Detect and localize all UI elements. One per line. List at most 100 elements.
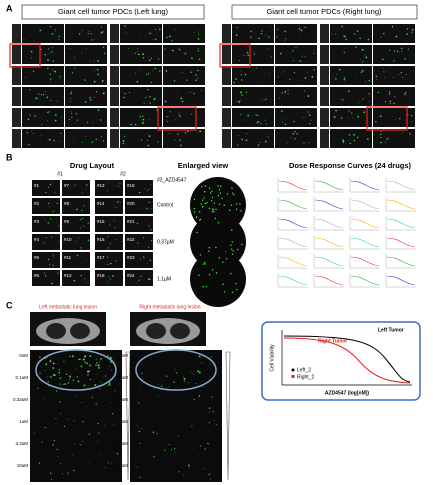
cell-dot bbox=[115, 239, 117, 241]
cell-dot bbox=[47, 67, 49, 70]
cell-dot bbox=[153, 97, 156, 100]
cell-dot bbox=[365, 56, 368, 59]
cell-dot bbox=[209, 192, 212, 194]
cell-dot bbox=[144, 188, 146, 189]
cell-dot bbox=[202, 386, 204, 388]
cell-dot bbox=[95, 138, 98, 141]
well-image bbox=[373, 24, 415, 43]
well-image bbox=[330, 87, 372, 106]
cell-dot bbox=[136, 222, 139, 225]
well-image bbox=[330, 129, 372, 148]
cell-dot bbox=[40, 94, 43, 96]
cell-dot bbox=[215, 208, 217, 211]
panel-label: C bbox=[6, 300, 13, 310]
cell-dot bbox=[150, 208, 152, 210]
cell-dot bbox=[290, 137, 292, 139]
cell-dot bbox=[87, 33, 89, 35]
cell-dot bbox=[71, 91, 73, 93]
cell-dot bbox=[240, 114, 242, 116]
cell-dot bbox=[180, 144, 182, 147]
well-label: #16 bbox=[97, 237, 105, 242]
cell-dot bbox=[313, 49, 315, 51]
cell-dot bbox=[105, 467, 107, 468]
well-label: #1 bbox=[34, 183, 40, 188]
cell-dot bbox=[87, 239, 90, 242]
cell-dot bbox=[379, 133, 382, 136]
well-label: #9 bbox=[64, 219, 70, 224]
cell-dot bbox=[377, 91, 380, 94]
thumb-curve bbox=[278, 218, 308, 229]
well-image bbox=[120, 108, 162, 127]
cell-dot bbox=[401, 50, 403, 52]
cell-dot bbox=[238, 60, 241, 62]
cell-dot bbox=[82, 358, 85, 361]
cell-dot bbox=[134, 123, 137, 126]
cell-dot bbox=[115, 207, 117, 209]
cell-dot bbox=[117, 201, 119, 203]
well-stack bbox=[30, 350, 122, 482]
cell-dot bbox=[75, 112, 78, 115]
cell-dot bbox=[70, 101, 72, 103]
cell-dot bbox=[137, 242, 139, 244]
cell-dot bbox=[59, 75, 61, 77]
cell-dot bbox=[269, 26, 271, 27]
thumb-axis bbox=[313, 235, 344, 250]
cell-dot bbox=[179, 115, 181, 118]
cell-dot bbox=[87, 222, 89, 224]
cell-dot bbox=[27, 118, 30, 121]
cell-dot bbox=[398, 73, 400, 75]
cell-dot bbox=[130, 123, 132, 126]
cell-dot bbox=[78, 358, 80, 361]
cell-dot bbox=[86, 264, 87, 266]
cell-dot bbox=[193, 92, 195, 95]
cell-dot bbox=[198, 31, 199, 33]
well bbox=[32, 252, 60, 268]
cell-dot bbox=[52, 69, 54, 71]
cell-dot bbox=[188, 382, 190, 384]
cell-dot bbox=[268, 73, 270, 75]
cell-dot bbox=[85, 48, 87, 50]
cell-dot bbox=[124, 31, 126, 33]
cell-dot bbox=[212, 209, 214, 211]
section-title: Enlarged view bbox=[178, 161, 229, 170]
cell-dot bbox=[43, 397, 45, 399]
legend-entry: Left_2 bbox=[297, 367, 311, 373]
well bbox=[95, 252, 123, 268]
cell-dot bbox=[393, 141, 395, 142]
cell-dot bbox=[208, 407, 211, 409]
cell-dot bbox=[175, 119, 176, 121]
cell-dot bbox=[73, 420, 75, 422]
ct-lung bbox=[70, 323, 90, 339]
cell-dot bbox=[108, 381, 111, 384]
cell-dot bbox=[30, 50, 33, 53]
cell-dot bbox=[47, 258, 50, 261]
cell-dot bbox=[154, 67, 156, 70]
cell-dot bbox=[47, 375, 49, 377]
well-image bbox=[163, 129, 205, 148]
well bbox=[32, 180, 60, 196]
dose-wedge bbox=[225, 351, 231, 481]
cell-dot bbox=[69, 132, 71, 133]
cell-dot bbox=[34, 115, 36, 117]
cell-dot bbox=[106, 385, 108, 387]
cell-dot bbox=[56, 390, 58, 392]
cell-dot bbox=[198, 455, 200, 456]
cell-dot bbox=[104, 52, 106, 55]
cell-dot bbox=[55, 218, 57, 220]
cell-dot bbox=[392, 27, 393, 28]
thumb-axis bbox=[277, 197, 308, 212]
cell-dot bbox=[235, 203, 238, 205]
concentration-label: 3.3uM bbox=[115, 441, 128, 446]
cell-dot bbox=[33, 432, 35, 434]
cell-dot bbox=[179, 112, 181, 114]
cell-dot bbox=[150, 29, 152, 31]
cell-dot bbox=[198, 58, 200, 60]
cell-dot bbox=[375, 121, 377, 123]
cell-dot bbox=[107, 462, 110, 464]
label-strip bbox=[320, 108, 329, 127]
cell-dot bbox=[254, 114, 256, 116]
well-label: #18 bbox=[97, 273, 105, 278]
cell-dot bbox=[143, 237, 145, 239]
cell-dot bbox=[244, 73, 247, 76]
cell-dot bbox=[201, 185, 203, 188]
